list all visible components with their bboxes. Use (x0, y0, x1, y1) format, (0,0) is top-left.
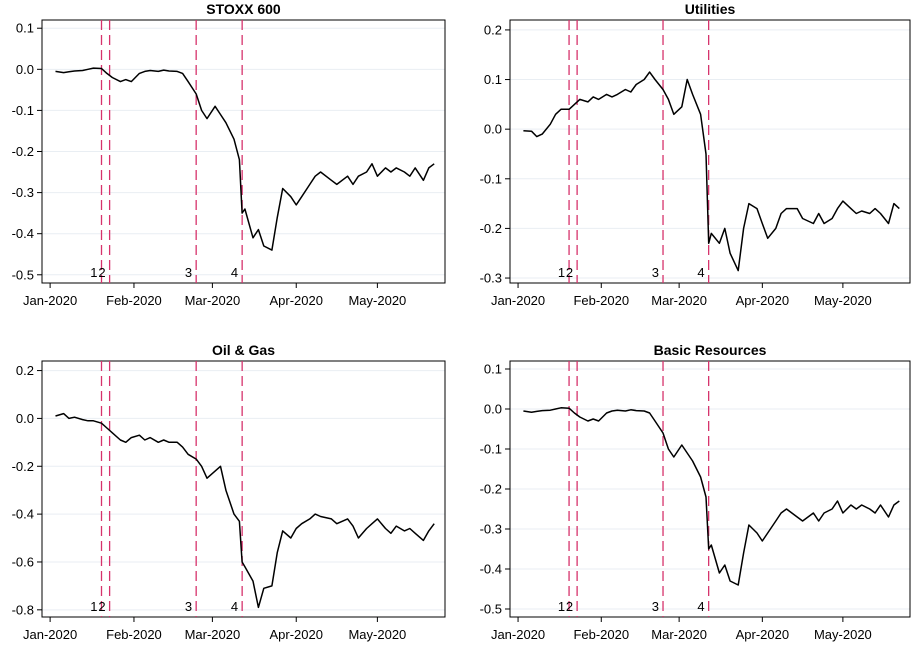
series-line (523, 407, 900, 586)
event-label-1: 1 (558, 265, 565, 280)
x-tick-label: Apr-2020 (269, 627, 322, 642)
x-tick-label: Mar-2020 (651, 627, 707, 642)
y-tick-label: -0.2 (12, 144, 34, 159)
event-label-2: 2 (98, 265, 105, 280)
chart-panel-3: Oil & Gas 0.2 0.0 -0.2 -0.4 -0.6 -0.8 Jan-2020 F… (12, 342, 446, 642)
y-tick-label: -0.6 (12, 554, 34, 569)
y-tick-label: -0.3 (12, 185, 34, 200)
chart-panel-1: STOXX 600 0.1 0.0 -0.1 -0.2 -0.3 -0.4 -0.5 Jan-2… (12, 1, 446, 308)
y-tick-label: 0.0 (16, 411, 34, 426)
x-tick-label: Apr-2020 (269, 293, 322, 308)
x-tick-label: May-2020 (814, 627, 872, 642)
y-tick-label: -0.4 (480, 562, 502, 577)
x-tick-label: Jan-2020 (23, 293, 77, 308)
y-tick-label: -0.2 (480, 482, 502, 497)
x-tick-label: May-2020 (348, 627, 406, 642)
y-tick-label: -0.8 (12, 602, 34, 617)
y-tick-label: 0.0 (16, 62, 34, 77)
event-label-2: 2 (98, 599, 105, 614)
chart-title: STOXX 600 (206, 1, 281, 17)
chart-title: Oil & Gas (212, 342, 275, 358)
x-tick-label: Mar-2020 (185, 293, 241, 308)
x-tick-label: Jan-2020 (491, 293, 545, 308)
event-label-3: 3 (652, 599, 659, 614)
x-tick-label: Mar-2020 (651, 293, 707, 308)
y-tick-label: -0.1 (480, 171, 502, 186)
y-tick-label: 0.0 (484, 122, 502, 137)
chart-title: Utilities (685, 1, 736, 17)
x-tick-label: Feb-2020 (106, 627, 162, 642)
y-tick-label: -0.2 (12, 459, 34, 474)
y-tick-label: -0.5 (12, 267, 34, 282)
x-tick-label: Apr-2020 (736, 627, 789, 642)
y-tick-label: -0.4 (12, 226, 34, 241)
y-tick-label: 0.2 (16, 363, 34, 378)
y-tick-label: -0.1 (480, 442, 502, 457)
x-tick-label: Feb-2020 (106, 293, 162, 308)
y-tick-label: 0.1 (484, 362, 502, 377)
event-label-2: 2 (566, 265, 573, 280)
event-label-3: 3 (652, 265, 659, 280)
plot-frame (41, 360, 446, 618)
event-label-4: 4 (697, 599, 704, 614)
event-label-2: 2 (566, 599, 573, 614)
x-tick-label: Feb-2020 (573, 627, 629, 642)
plot-frame (509, 19, 911, 284)
x-tick-label: Mar-2020 (185, 627, 241, 642)
event-label-4: 4 (231, 265, 238, 280)
y-tick-label: 0.0 (484, 402, 502, 417)
chart-title: Basic Resources (654, 342, 767, 358)
y-tick-label: -0.2 (480, 221, 502, 236)
event-label-1: 1 (90, 265, 97, 280)
y-tick-label: 0.1 (484, 72, 502, 87)
y-tick-label: 0.1 (16, 21, 34, 36)
chart-panel-2: Utilities 0.2 0.1 0.0 -0.1 -0.2 -0.3 Jan-2020 Fe… (480, 1, 911, 308)
event-label-3: 3 (185, 265, 192, 280)
event-label-3: 3 (185, 599, 192, 614)
y-tick-label: -0.3 (480, 522, 502, 537)
event-label-1: 1 (558, 599, 565, 614)
event-label-4: 4 (697, 265, 704, 280)
series-line (55, 412, 435, 609)
x-tick-label: May-2020 (348, 293, 406, 308)
y-tick-label: 0.2 (484, 22, 502, 37)
y-tick-label: -0.1 (12, 103, 34, 118)
y-tick-label: -0.3 (480, 271, 502, 286)
x-tick-label: Apr-2020 (736, 293, 789, 308)
series-line (523, 71, 900, 272)
chart-panel-4: Basic Resources 0.1 0.0 -0.1 -0.2 -0.3 -0.4 -0.… (480, 342, 911, 642)
event-label-4: 4 (231, 599, 238, 614)
series-line (55, 67, 435, 251)
x-tick-label: Jan-2020 (23, 627, 77, 642)
y-tick-label: -0.5 (480, 602, 502, 617)
event-label-1: 1 (90, 599, 97, 614)
y-tick-label: -0.4 (12, 507, 34, 522)
x-tick-label: Feb-2020 (573, 293, 629, 308)
x-tick-label: Jan-2020 (491, 627, 545, 642)
x-tick-label: May-2020 (814, 293, 872, 308)
